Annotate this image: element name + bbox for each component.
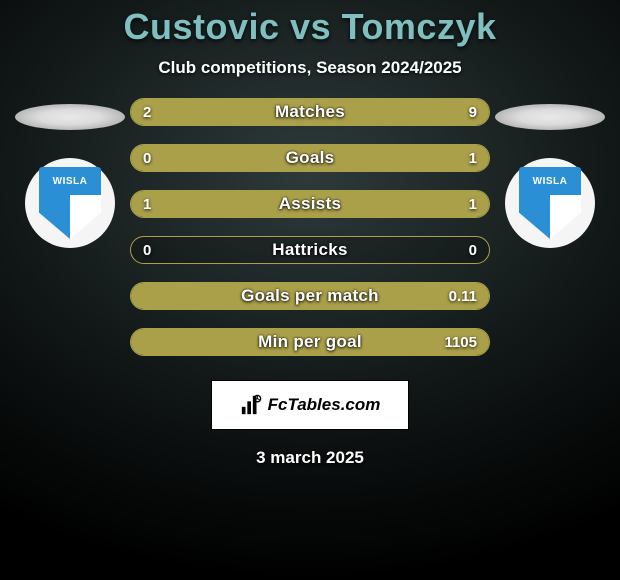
shield-top: WISLA bbox=[519, 167, 581, 195]
shield-bottom bbox=[519, 195, 581, 239]
stat-bar: 11Assists bbox=[130, 190, 490, 218]
player-shadow-icon bbox=[15, 104, 125, 130]
bar-label: Min per goal bbox=[131, 329, 489, 355]
bar-label: Hattricks bbox=[131, 237, 489, 263]
shield-top: WISLA bbox=[39, 167, 101, 195]
stat-bar: 00Hattricks bbox=[130, 236, 490, 264]
logo-circle-icon: WISLA bbox=[25, 158, 115, 248]
stat-bar: 29Matches bbox=[130, 98, 490, 126]
right-club-logo: WISLA bbox=[505, 158, 595, 248]
bar-label: Matches bbox=[131, 99, 489, 125]
bar-label: Goals per match bbox=[131, 283, 489, 309]
comparison-row: WISLA 29Matches 01Goals 11Assists 00Hattric… bbox=[0, 92, 620, 362]
left-club-logo: WISLA bbox=[25, 158, 115, 248]
shield-bottom bbox=[39, 195, 101, 239]
date-text: 3 march 2025 bbox=[256, 448, 364, 468]
vs-separator: vs bbox=[290, 6, 331, 47]
fctables-logo-icon bbox=[240, 394, 262, 416]
shield-icon: WISLA bbox=[519, 167, 581, 239]
player1-name: Custovic bbox=[123, 6, 279, 47]
player-shadow-icon bbox=[495, 104, 605, 130]
subtitle: Club competitions, Season 2024/2025 bbox=[158, 58, 461, 78]
stat-bar: 01Goals bbox=[130, 144, 490, 172]
stats-bars: 29Matches 01Goals 11Assists 00Hattricks 0.11… bbox=[130, 92, 490, 362]
player2-name: Tomczyk bbox=[342, 6, 497, 47]
left-column: WISLA bbox=[10, 92, 130, 248]
logo-circle-icon: WISLA bbox=[505, 158, 595, 248]
bar-label: Goals bbox=[131, 145, 489, 171]
page-title: Custovic vs Tomczyk bbox=[123, 6, 496, 48]
shield-icon: WISLA bbox=[39, 167, 101, 239]
stat-bar: 1105Min per goal bbox=[130, 328, 490, 356]
source-badge: FcTables.com bbox=[211, 380, 409, 430]
bar-label: Assists bbox=[131, 191, 489, 217]
content-container: Custovic vs Tomczyk Club competitions, S… bbox=[0, 0, 620, 580]
source-text: FcTables.com bbox=[268, 395, 381, 415]
stat-bar: 0.11Goals per match bbox=[130, 282, 490, 310]
right-column: WISLA bbox=[490, 92, 610, 248]
